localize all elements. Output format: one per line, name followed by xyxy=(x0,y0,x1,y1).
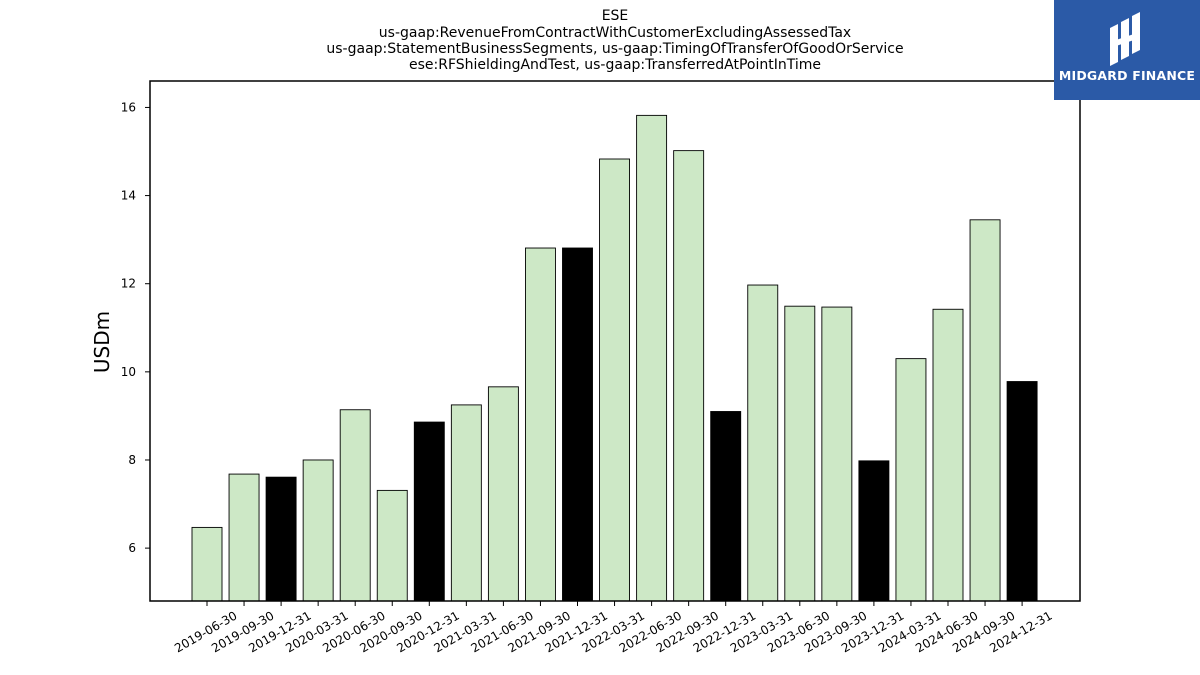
bar-2022-06-30 xyxy=(636,114,668,602)
bar-2024-06-30 xyxy=(932,308,964,602)
y-tick-label: 10 xyxy=(121,365,136,379)
y-tick-label: 6 xyxy=(128,541,136,555)
bar-2021-12-31 xyxy=(562,247,593,602)
bar-2024-03-31 xyxy=(895,358,927,602)
bars-group xyxy=(191,114,1038,602)
bar-2024-09-30 xyxy=(969,219,1001,602)
y-tick-label: 16 xyxy=(121,100,136,114)
bar-2023-03-31 xyxy=(747,284,779,602)
title-line-1: ESE xyxy=(602,8,629,24)
bar-2022-09-30 xyxy=(673,150,705,602)
bar-2022-12-31 xyxy=(710,411,742,602)
bar-2019-09-30 xyxy=(228,473,260,602)
y-tick-label: 12 xyxy=(121,277,136,291)
bar-2020-03-31 xyxy=(302,459,334,602)
bar-2019-06-30 xyxy=(191,526,223,602)
bar-2022-03-31 xyxy=(599,158,630,602)
bar-2021-09-30 xyxy=(525,247,556,602)
bar-2020-12-31 xyxy=(413,421,445,602)
bar-2023-06-30 xyxy=(784,305,816,602)
y-tick-label: 14 xyxy=(121,189,136,203)
title-line-2: us-gaap:RevenueFromContractWithCustomerE… xyxy=(379,25,851,41)
bar-2023-09-30 xyxy=(821,306,853,602)
y-axis-label: USDm xyxy=(90,311,114,373)
bar-2024-12-31 xyxy=(1006,381,1038,602)
midgard-logo-icon xyxy=(1110,12,1140,66)
y-ticks-group: 6 8 10 12 14 16 xyxy=(121,100,150,555)
midgard-finance-logo: MIDGARD FINANCE xyxy=(1054,0,1200,100)
bar-2023-12-31 xyxy=(858,460,890,602)
plot-frame xyxy=(149,80,1081,602)
bar-2019-12-31 xyxy=(265,476,297,602)
bar-2021-03-31 xyxy=(450,404,482,602)
title-line-4: ese:RFShieldingAndTest, us-gaap:Transfer… xyxy=(409,57,821,73)
chart-title: ESE us-gaap:RevenueFromContractWithCusto… xyxy=(326,8,903,73)
logo-text: MIDGARD FINANCE xyxy=(1058,68,1196,83)
bar-2021-06-30 xyxy=(487,386,519,602)
bar-2020-09-30 xyxy=(376,489,408,602)
bar-2020-06-30 xyxy=(339,409,371,602)
title-line-3: us-gaap:StatementBusinessSegments, us-ga… xyxy=(326,41,903,57)
x-ticks-group: 2019-06-302019-09-302019-12-312020-03-31… xyxy=(172,601,1055,655)
y-tick-label: 8 xyxy=(128,453,136,467)
